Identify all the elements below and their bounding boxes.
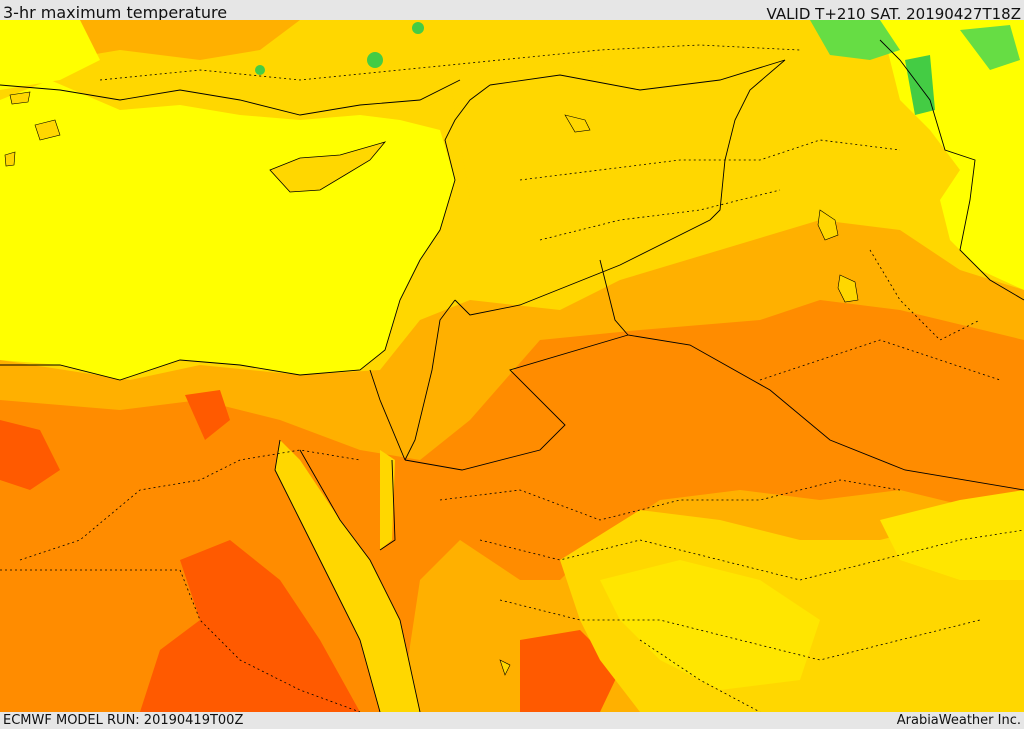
valid-time-label: VALID T+210 SAT. 20190427T18Z [766,5,1021,23]
temperature-map [0,20,1024,712]
islands [4,91,511,676]
lake-tharthar [817,209,839,241]
cool-spot-small-2 [367,52,383,68]
mild-core-arabia [600,560,820,690]
cool-spot-small [412,22,424,34]
footer-bar: ECMWF MODEL RUN: 20190419T00Z ArabiaWeat… [0,712,1024,729]
lake-razzaza [837,274,859,303]
credit-label: ArabiaWeather Inc. [896,713,1021,728]
map-title: 3-hr maximum temperature [3,3,228,22]
levant-region [450,60,1024,290]
hottest-patch-southeast [520,630,620,712]
hottest-patch-south [140,540,360,712]
admin-borders [0,44,1024,712]
mediterranean-sea [0,80,455,380]
map-svg [0,20,1024,712]
cool-spot-northeast [960,25,1020,70]
red-sea [275,440,420,712]
mild-zone-east [880,490,1024,580]
header-bar: 3-hr maximum temperature VALID T+210 SAT… [0,0,1024,23]
cool-spot-small-3 [255,65,265,75]
hottest-patch-west [0,420,60,490]
hottest-patch-nile [185,390,230,440]
coastlines [0,79,491,712]
lake-assad [564,114,591,133]
aegean-sea [0,20,100,90]
gulf-of-aqaba [380,450,395,550]
cool-spot-north [810,20,900,60]
model-run-label: ECMWF MODEL RUN: 20190419T00Z [3,713,244,728]
cool-spot-zagros [905,55,935,115]
country-borders [369,39,1024,491]
cyprus [269,141,387,193]
